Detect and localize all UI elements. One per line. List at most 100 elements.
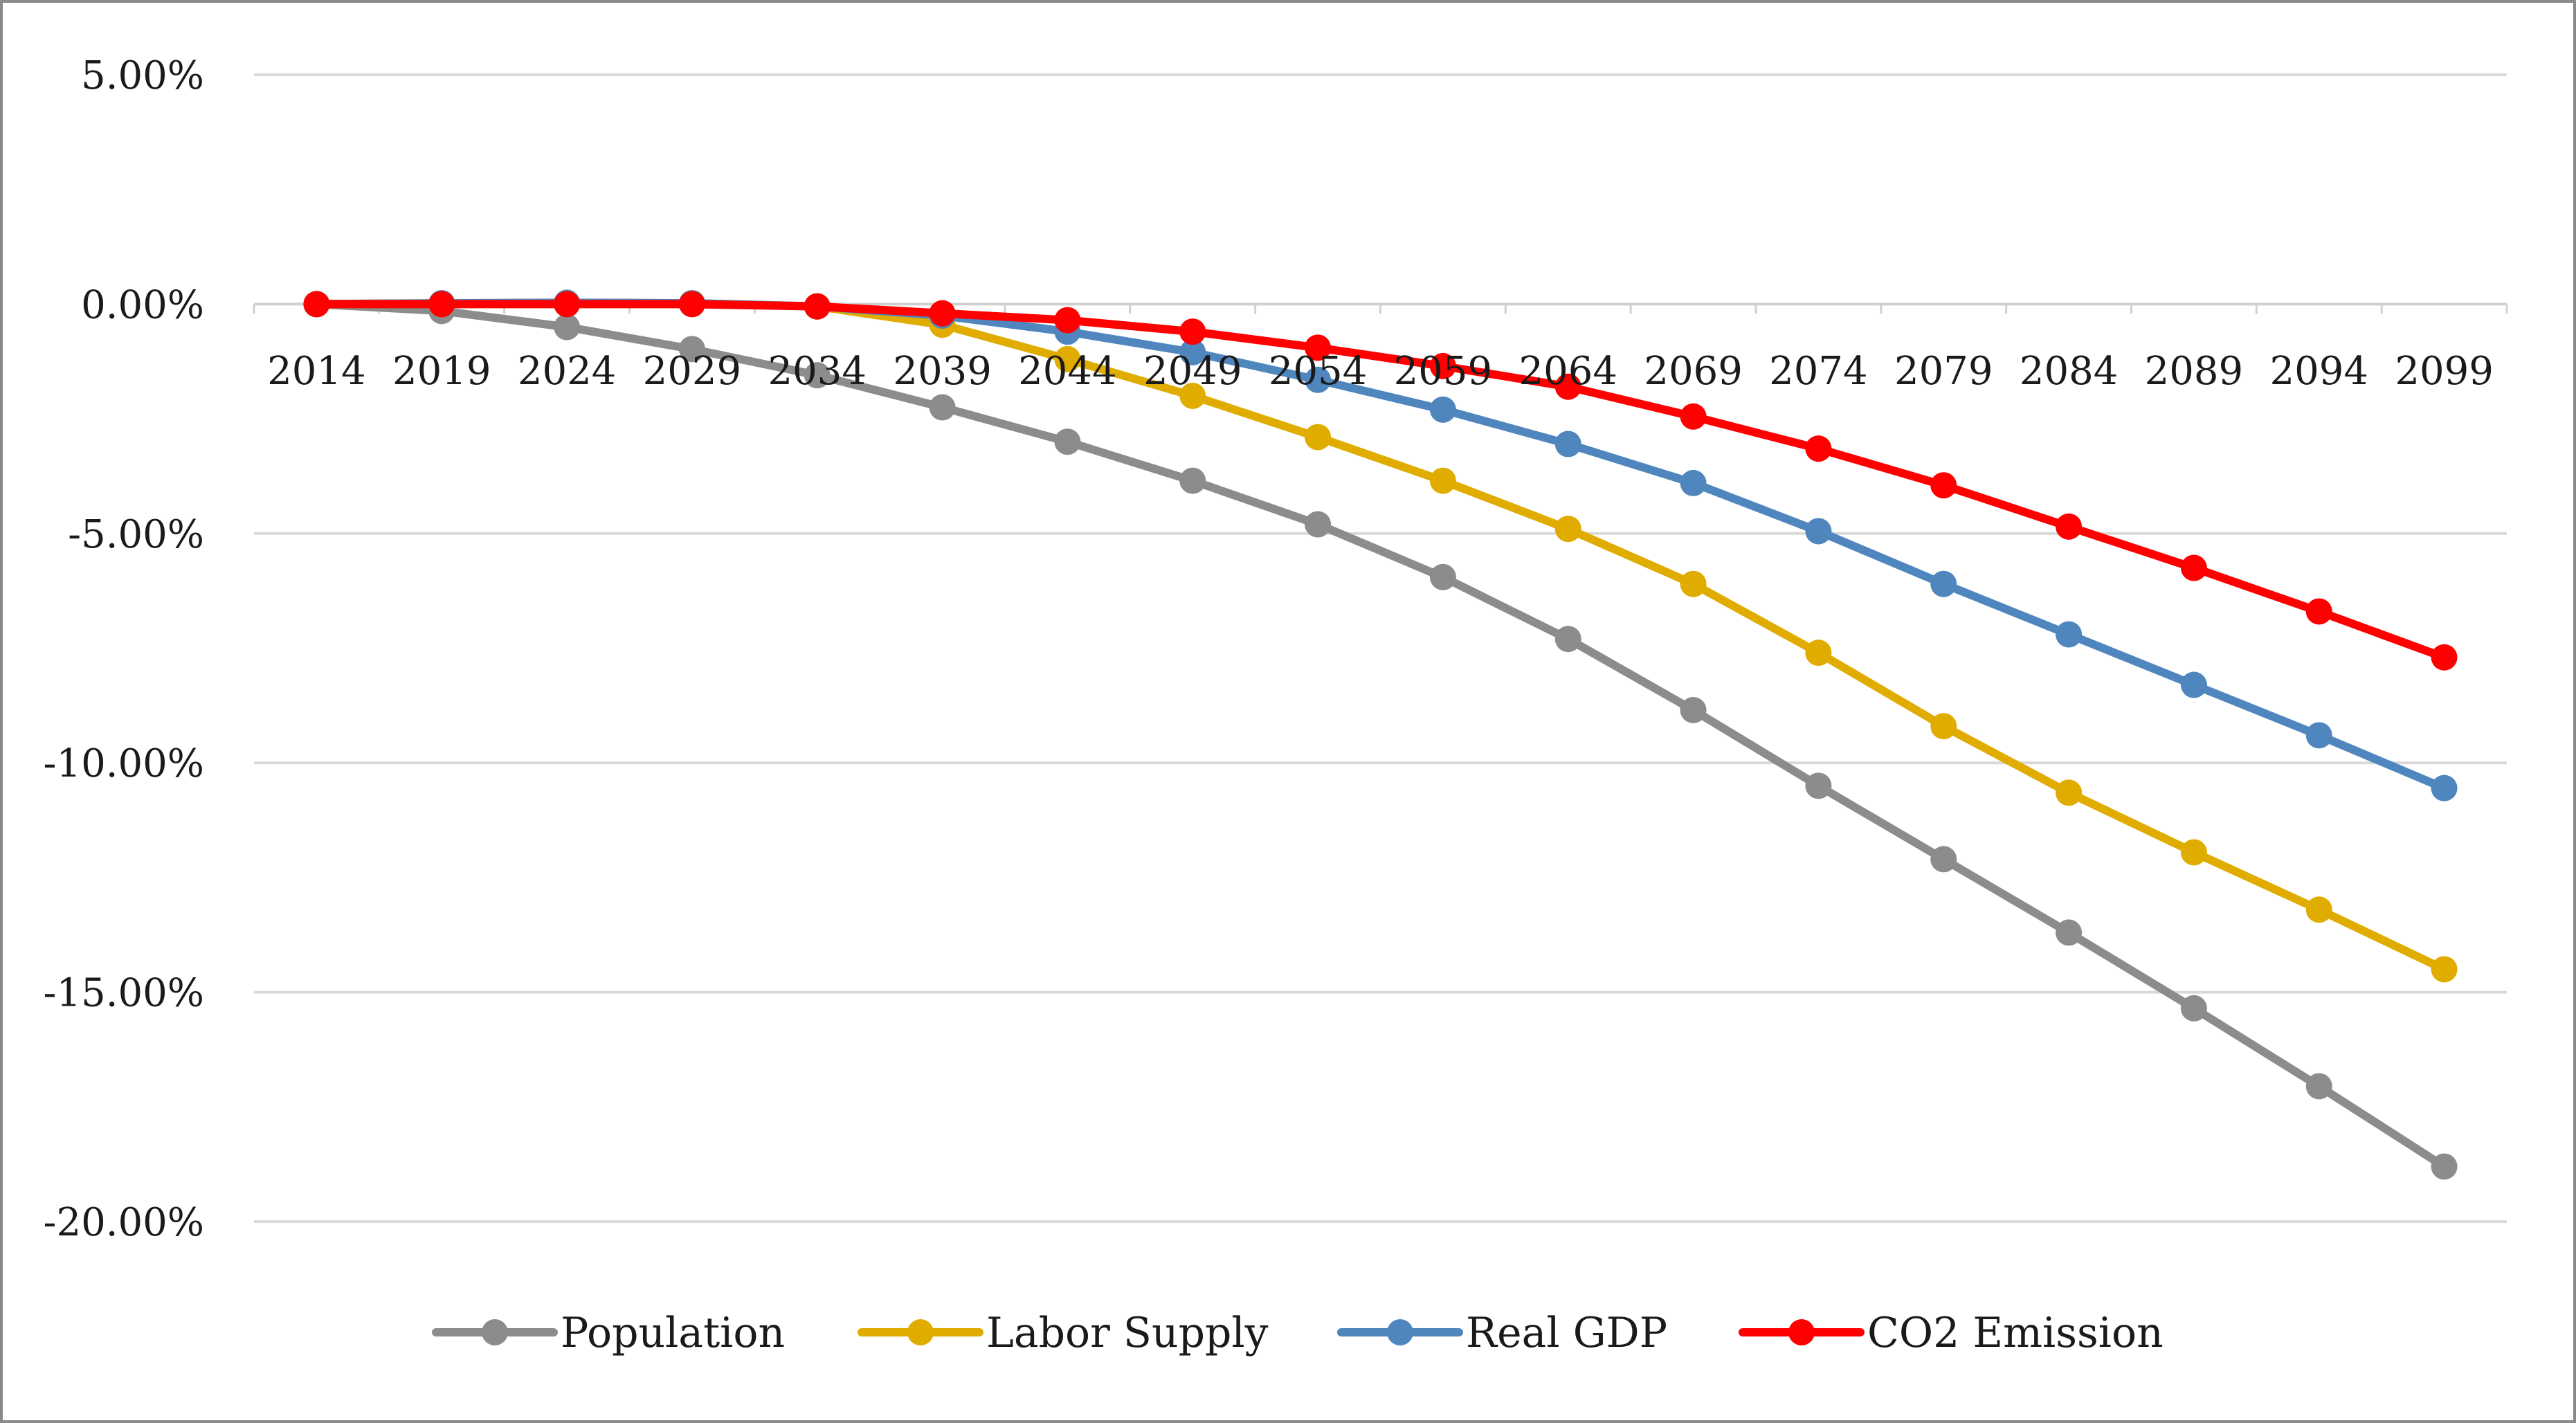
- series-population: [303, 291, 2458, 1180]
- y-tick-label: -5.00%: [68, 512, 204, 557]
- data-point: [2180, 839, 2207, 866]
- x-tick-label: 2089: [2145, 349, 2244, 394]
- data-point: [1429, 467, 1456, 494]
- data-point: [1054, 345, 1081, 372]
- data-point: [678, 336, 705, 363]
- legend-item: Real GDP: [1337, 1309, 1667, 1357]
- x-tick-label: 2079: [1894, 349, 1993, 394]
- x-tick-label: 2019: [392, 349, 491, 394]
- legend: Population Labor Supply Real GDP CO2 Emissi…: [432, 1309, 2164, 1357]
- data-point: [1305, 511, 1332, 538]
- y-tick-label: -10.00%: [44, 741, 204, 786]
- x-tick-label: 2024: [518, 349, 617, 394]
- x-tick-label: 2049: [1143, 349, 1242, 394]
- data-point: [804, 362, 831, 389]
- series-line: [312, 300, 2449, 662]
- data-point: [2180, 554, 2207, 581]
- x-axis-tick-labels: 2014 2019 2024 2029 2034 2039 2044 2049 2054 2059…: [267, 349, 2494, 394]
- legend-label: Labor Supply: [986, 1309, 1269, 1357]
- data-point: [2431, 1153, 2458, 1180]
- data-point: [1554, 626, 1581, 653]
- legend-swatch-marker: [907, 1319, 934, 1345]
- legend-item: Population: [432, 1309, 785, 1357]
- data-point: [1930, 713, 1957, 740]
- y-tick-label: -20.00%: [44, 1200, 204, 1245]
- data-point: [1805, 518, 1832, 545]
- data-point: [1680, 696, 1707, 723]
- data-point: [1554, 373, 1581, 400]
- x-tick-label: 2044: [1018, 349, 1117, 394]
- series-line: [312, 298, 2449, 974]
- legend-label: CO2 Emission: [1867, 1309, 2164, 1357]
- data-point: [1054, 307, 1081, 334]
- data-point: [2056, 621, 2083, 648]
- data-point: [2056, 919, 2083, 946]
- data-point: [554, 314, 581, 341]
- data-point: [2305, 1073, 2332, 1100]
- data-point: [1179, 318, 1206, 345]
- legend-label: Real GDP: [1466, 1309, 1667, 1357]
- data-point: [2431, 774, 2458, 801]
- data-point: [929, 300, 956, 327]
- y-tick-label: -15.00%: [44, 971, 204, 1016]
- data-point: [1930, 472, 1957, 499]
- x-tick-label: 2084: [2020, 349, 2119, 394]
- y-axis-tick-labels: 5.00% 0.00% -5.00% -10.00% -15.00% -20.00%: [44, 53, 204, 1245]
- data-point: [428, 291, 455, 318]
- data-point: [929, 394, 956, 421]
- data-point: [1305, 424, 1332, 451]
- data-point: [1930, 570, 1957, 597]
- data-point: [1805, 435, 1832, 462]
- legend-item: CO2 Emission: [1739, 1309, 2164, 1357]
- data-point: [2431, 956, 2458, 983]
- series-co2-emission: [303, 291, 2458, 671]
- x-tick-label: 2064: [1518, 349, 1617, 394]
- data-point: [1179, 338, 1206, 365]
- x-tick-label: 2094: [2269, 349, 2368, 394]
- data-point: [303, 291, 330, 318]
- data-point: [1179, 382, 1206, 409]
- data-point: [1429, 563, 1456, 590]
- data-point: [1930, 846, 1957, 873]
- data-point: [2056, 513, 2083, 540]
- data-point: [1680, 570, 1707, 597]
- legend-item: Labor Supply: [858, 1309, 1269, 1357]
- data-point: [2180, 995, 2207, 1022]
- data-point: [554, 291, 581, 318]
- data-point: [1554, 430, 1581, 457]
- data-point: [1680, 469, 1707, 496]
- data-point: [1680, 403, 1707, 430]
- x-tick-label: 2059: [1394, 349, 1493, 394]
- x-tick-label: 2029: [643, 349, 742, 394]
- series-lines: [303, 289, 2458, 1180]
- gridlines: [254, 73, 2507, 1223]
- legend-label: Population: [561, 1309, 785, 1357]
- data-point: [2056, 779, 2083, 806]
- data-point: [1805, 772, 1832, 799]
- y-tick-label: 5.00%: [81, 53, 204, 98]
- data-point: [1054, 428, 1081, 455]
- data-point: [2305, 722, 2332, 749]
- data-point: [1305, 366, 1332, 393]
- x-tick-label: 2014: [267, 349, 366, 394]
- legend-swatch-marker: [1788, 1319, 1815, 1345]
- data-point: [2305, 598, 2332, 625]
- y-tick-label: 0.00%: [81, 282, 204, 327]
- data-point: [1429, 352, 1456, 379]
- x-tick-label: 2099: [2395, 349, 2494, 394]
- legend-swatch-marker: [1387, 1319, 1413, 1345]
- legend-swatch-marker: [482, 1319, 508, 1345]
- x-tick-label: 2034: [768, 349, 867, 394]
- data-point: [804, 293, 831, 320]
- data-point: [2180, 671, 2207, 698]
- x-tick-label: 2054: [1269, 349, 1368, 394]
- x-tick-label: 2069: [1644, 349, 1743, 394]
- data-point: [2431, 644, 2458, 671]
- data-point: [1305, 334, 1332, 361]
- data-point: [1554, 516, 1581, 543]
- x-tick-label: 2074: [1769, 349, 1868, 394]
- series-line: [312, 300, 2449, 1171]
